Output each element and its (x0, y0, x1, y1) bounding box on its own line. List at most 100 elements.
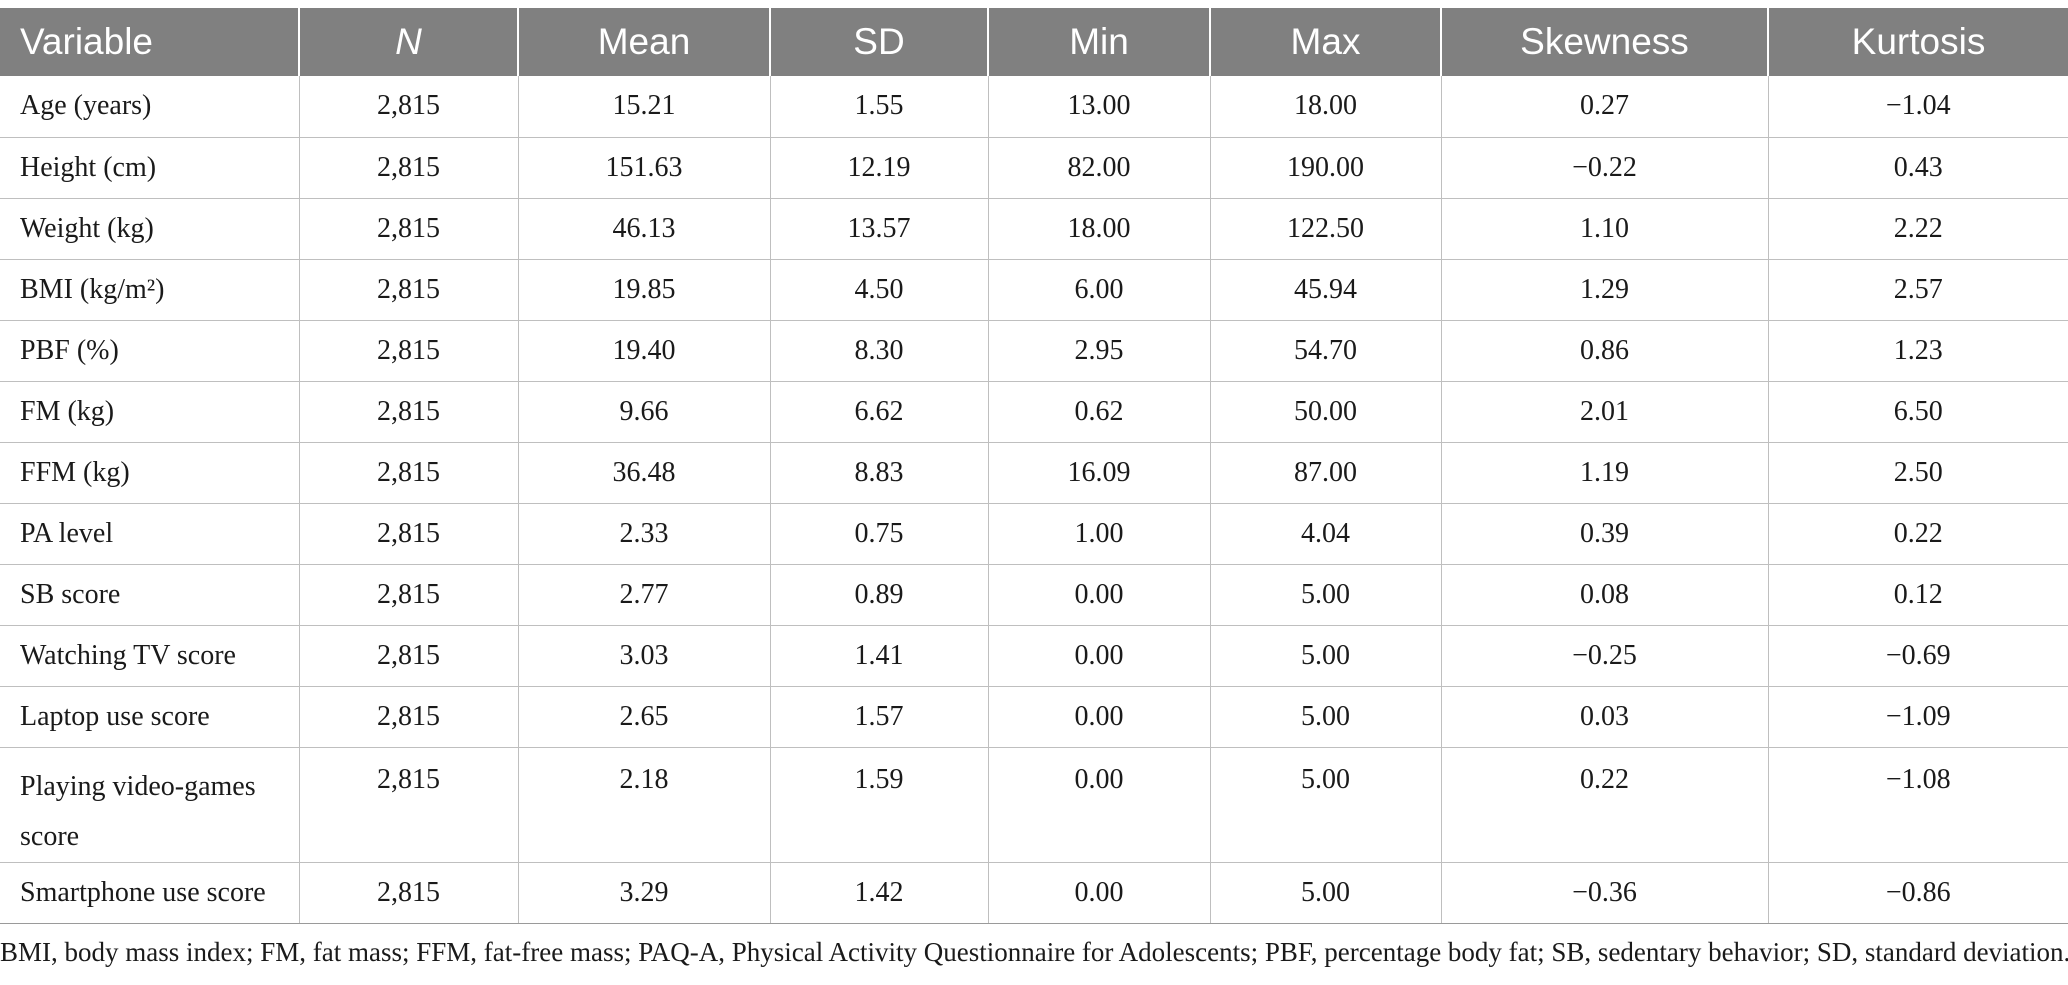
cell-variable: Smartphone use score (0, 862, 299, 924)
cell-skewness: −0.25 (1440, 625, 1768, 687)
cell-max: 45.94 (1209, 259, 1441, 321)
table-row: Smartphone use score 2,815 3.29 1.42 0.00 5.0… (0, 862, 2068, 924)
cell-variable: Age (years) (0, 76, 299, 138)
cell-max: 87.00 (1209, 442, 1441, 504)
cell-n: 2,815 (298, 503, 518, 565)
cell-skewness: 2.01 (1440, 381, 1768, 443)
header-n: N (298, 8, 518, 76)
cell-sd: 6.62 (769, 381, 988, 443)
cell-skewness: 1.19 (1440, 442, 1768, 504)
cell-mean: 19.85 (517, 259, 770, 321)
table-row: Watching TV score 2,815 3.03 1.41 0.00 5.00 −0… (0, 625, 2068, 687)
cell-max: 4.04 (1209, 503, 1441, 565)
cell-skewness: 0.22 (1440, 747, 1768, 863)
header-sd: SD (769, 8, 988, 76)
table-row: Playing video-games score 2,815 2.18 1.59 0.… (0, 747, 2068, 863)
header-variable: Variable (0, 8, 299, 76)
table-row: FM (kg) 2,815 9.66 6.62 0.62 50.00 2.01 6.50 (0, 381, 2068, 443)
cell-kurtosis: 6.50 (1767, 381, 2068, 443)
cell-min: 0.00 (987, 747, 1210, 863)
cell-mean: 3.03 (517, 625, 770, 687)
cell-skewness: −0.36 (1440, 862, 1768, 924)
cell-variable: Playing video-games score (0, 747, 299, 863)
table-row: PA level 2,815 2.33 0.75 1.00 4.04 0.39 0.22 (0, 503, 2068, 565)
cell-max: 18.00 (1209, 76, 1441, 138)
cell-n: 2,815 (298, 320, 518, 382)
cell-kurtosis: 2.57 (1767, 259, 2068, 321)
cell-sd: 1.57 (769, 686, 988, 748)
cell-min: 0.00 (987, 686, 1210, 748)
header-min: Min (987, 8, 1210, 76)
cell-max: 122.50 (1209, 198, 1441, 260)
cell-variable: FM (kg) (0, 381, 299, 443)
header-kurtosis: Kurtosis (1767, 8, 2068, 76)
cell-kurtosis: 0.22 (1767, 503, 2068, 565)
cell-skewness: 0.08 (1440, 564, 1768, 626)
cell-mean: 2.33 (517, 503, 770, 565)
table-row: SB score 2,815 2.77 0.89 0.00 5.00 0.08 0.12 (0, 564, 2068, 626)
cell-variable: Watching TV score (0, 625, 299, 687)
cell-min: 0.00 (987, 564, 1210, 626)
table-row: FFM (kg) 2,815 36.48 8.83 16.09 87.00 1.19 2.50 (0, 442, 2068, 504)
table-row: BMI (kg/m²) 2,815 19.85 4.50 6.00 45.94 1.29 2.… (0, 259, 2068, 321)
cell-mean: 151.63 (517, 137, 770, 199)
header-mean: Mean (517, 8, 770, 76)
cell-max: 5.00 (1209, 747, 1441, 863)
cell-variable: SB score (0, 564, 299, 626)
table-row: Age (years) 2,815 15.21 1.55 13.00 18.00 0.27−… (0, 76, 2068, 138)
cell-skewness: 0.27 (1440, 76, 1768, 138)
cell-kurtosis: 2.50 (1767, 442, 2068, 504)
cell-min: 6.00 (987, 259, 1210, 321)
header-max: Max (1209, 8, 1441, 76)
cell-kurtosis: 2.22 (1767, 198, 2068, 260)
cell-min: 0.00 (987, 862, 1210, 924)
cell-kurtosis: −1.04 (1767, 76, 2068, 138)
cell-mean: 3.29 (517, 862, 770, 924)
cell-max: 5.00 (1209, 625, 1441, 687)
cell-n: 2,815 (298, 137, 518, 199)
cell-mean: 36.48 (517, 442, 770, 504)
cell-sd: 8.83 (769, 442, 988, 504)
cell-variable: FFM (kg) (0, 442, 299, 504)
cell-skewness: 0.03 (1440, 686, 1768, 748)
cell-mean: 2.77 (517, 564, 770, 626)
table-header: Variable N Mean SD Min Max Skewness Kurt… (0, 8, 2068, 76)
cell-kurtosis: −0.86 (1767, 862, 2068, 924)
cell-sd: 0.75 (769, 503, 988, 565)
cell-n: 2,815 (298, 198, 518, 260)
cell-skewness: 0.39 (1440, 503, 1768, 565)
cell-skewness: 0.86 (1440, 320, 1768, 382)
cell-n: 2,815 (298, 862, 518, 924)
cell-kurtosis: −1.08 (1767, 747, 2068, 863)
cell-max: 5.00 (1209, 564, 1441, 626)
cell-n: 2,815 (298, 747, 518, 863)
cell-max: 5.00 (1209, 686, 1441, 748)
cell-min: 82.00 (987, 137, 1210, 199)
cell-min: 2.95 (987, 320, 1210, 382)
table-row: Laptop use score 2,815 2.65 1.57 0.00 5.00 0.0… (0, 686, 2068, 748)
cell-n: 2,815 (298, 442, 518, 504)
cell-n: 2,815 (298, 625, 518, 687)
cell-min: 1.00 (987, 503, 1210, 565)
cell-min: 18.00 (987, 198, 1210, 260)
cell-sd: 1.59 (769, 747, 988, 863)
header-skewness: Skewness (1440, 8, 1768, 76)
cell-sd: 8.30 (769, 320, 988, 382)
table-body: Age (years) 2,815 15.21 1.55 13.00 18.00 0.27−… (0, 76, 2068, 924)
cell-variable: PBF (%) (0, 320, 299, 382)
cell-sd: 12.19 (769, 137, 988, 199)
cell-n: 2,815 (298, 259, 518, 321)
descriptive-statistics-table-wrapper: Variable N Mean SD Min Max Skewness Kurt… (0, 8, 2068, 924)
cell-mean: 46.13 (517, 198, 770, 260)
cell-sd: 13.57 (769, 198, 988, 260)
cell-max: 5.00 (1209, 862, 1441, 924)
cell-sd: 1.55 (769, 76, 988, 138)
table-footnote: BMI, body mass index; FM, fat mass; FFM,… (0, 937, 2068, 967)
cell-kurtosis: 0.12 (1767, 564, 2068, 626)
cell-n: 2,815 (298, 686, 518, 748)
table-row: Weight (kg) 2,815 46.13 13.57 18.00 122.50 1.1… (0, 198, 2068, 260)
cell-mean: 2.65 (517, 686, 770, 748)
table-row: PBF (%) 2,815 19.40 8.30 2.95 54.70 0.86 1.23 (0, 320, 2068, 382)
descriptive-statistics-table: Variable N Mean SD Min Max Skewness Kurt… (0, 8, 2068, 924)
cell-min: 0.00 (987, 625, 1210, 687)
